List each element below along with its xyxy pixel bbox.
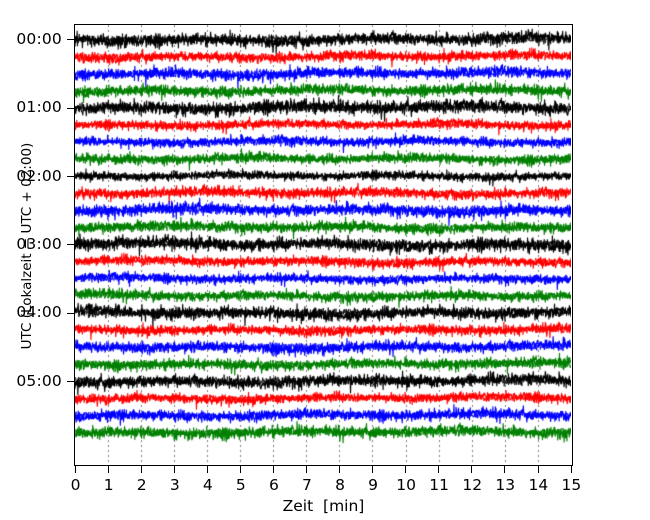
x-tick-mark [140,466,142,473]
x-tick-label: 7 [302,476,312,494]
y-axis-title: UTC (Lokalzeit = UTC + 02:00) [19,142,35,350]
x-tick-mark [107,466,109,473]
x-tick-mark [471,466,473,473]
x-tick-label: 14 [528,476,549,494]
x-tick-label: 2 [136,476,147,494]
x-tick-mark [372,466,374,473]
x-tick-mark [537,466,539,473]
x-tick-label: 10 [396,476,416,494]
x-tick-label: 0 [70,476,81,494]
x-tick-label: 6 [268,476,279,494]
x-tick-label: 11 [429,476,450,494]
x-tick-mark [173,466,175,473]
x-tick-label: 15 [561,476,582,494]
x-tick-mark [306,466,308,473]
x-tick-label: 13 [495,476,516,494]
x-tick-mark [438,466,440,473]
x-tick-mark [405,466,407,473]
x-axis-title: Zeit [min] [282,497,365,515]
x-tick-label: 8 [335,476,345,494]
x-tick-label: 5 [235,476,246,494]
x-tick-label: 9 [368,476,379,494]
x-tick-label: 4 [202,476,213,494]
seismogram-traces-canvas [75,25,571,464]
x-tick-label: 12 [462,476,483,494]
x-tick-mark [74,466,76,473]
x-tick-mark [273,466,275,473]
x-tick-mark [339,466,341,473]
x-tick-mark [504,466,506,473]
x-tick-label: 1 [103,476,114,494]
x-tick-label: 3 [169,476,180,494]
x-tick-mark [240,466,242,473]
x-tick-mark [207,466,208,473]
x-tick-mark [570,466,572,473]
plot-area [74,24,573,466]
